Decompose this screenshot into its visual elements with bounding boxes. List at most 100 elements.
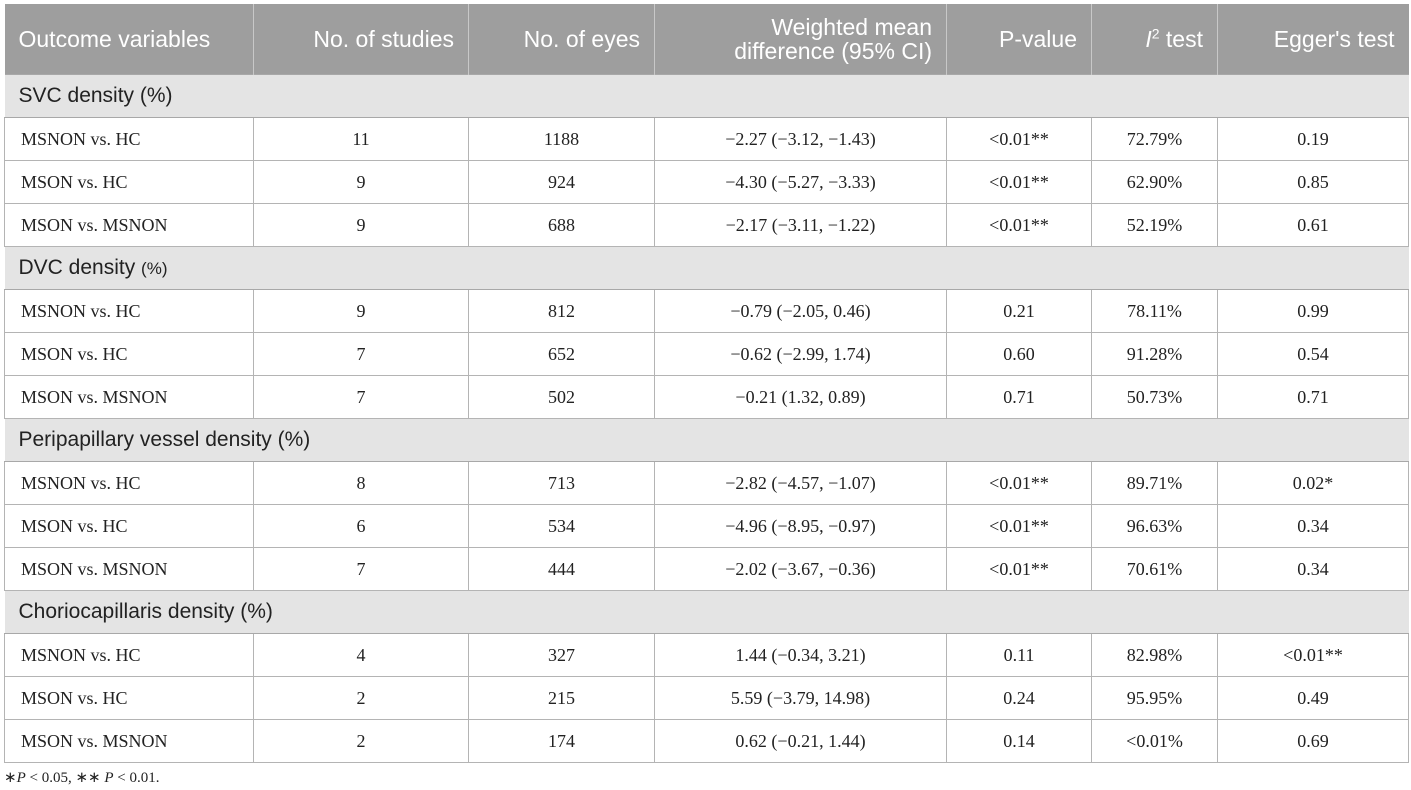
cell-eyes: 812 (468, 289, 655, 333)
section-peripapillary: Peripapillary vessel density (%) (4, 418, 1409, 462)
cell-studies: 2 (253, 719, 469, 763)
cell-comparison: MSON vs. MSNON (4, 375, 254, 419)
cell-egger: 0.61 (1217, 203, 1409, 247)
section-svc: SVC density (%) (4, 74, 1409, 118)
header-wmd: Weighted mean difference (95% CI) (654, 4, 947, 75)
table-row: MSON vs. MSNON 7 502 −0.21 (1.32, 0.89) … (4, 375, 1409, 419)
cell-pvalue: 0.24 (946, 676, 1092, 720)
table-row: MSON vs. HC 7 652 −0.62 (−2.99, 1.74) 0.… (4, 332, 1409, 376)
table-row: MSNON vs. HC 11 1188 −2.27 (−3.12, −1.43… (4, 117, 1409, 161)
cell-eyes: 502 (468, 375, 655, 419)
cell-studies: 2 (253, 676, 469, 720)
cell-i2: 96.63% (1091, 504, 1218, 548)
cell-studies: 7 (253, 375, 469, 419)
cell-studies: 11 (253, 117, 469, 161)
section-title: Choriocapillaris density (%) (4, 590, 1409, 634)
cell-pvalue: 0.11 (946, 633, 1092, 677)
header-wmd-line2: difference (95% CI) (734, 38, 932, 64)
cell-comparison: MSON vs. HC (4, 504, 254, 548)
cell-pvalue: <0.01** (946, 117, 1092, 161)
cell-egger: 0.49 (1217, 676, 1409, 720)
cell-comparison: MSNON vs. HC (4, 461, 254, 505)
cell-i2: <0.01% (1091, 719, 1218, 763)
header-row: Outcome variables No. of studies No. of … (4, 4, 1409, 75)
cell-pvalue: <0.01** (946, 504, 1092, 548)
cell-eyes: 924 (468, 160, 655, 204)
cell-eyes: 688 (468, 203, 655, 247)
cell-studies: 7 (253, 547, 469, 591)
footnote-star-double: ∗∗ (75, 770, 101, 786)
header-i2-sup: 2 (1151, 25, 1160, 42)
cell-egger: 0.02* (1217, 461, 1409, 505)
cell-i2: 52.19% (1091, 203, 1218, 247)
cell-comparison: MSON vs. MSNON (4, 203, 254, 247)
footnote-threshold-005: < 0.05, (25, 770, 76, 786)
section-dvc: DVC density (%) (4, 246, 1409, 290)
cell-egger: 0.85 (1217, 160, 1409, 204)
cell-studies: 7 (253, 332, 469, 376)
significance-footnote: ∗P < 0.05, ∗∗ P < 0.01. (4, 768, 160, 787)
cell-eyes: 1188 (468, 117, 655, 161)
cell-eyes: 327 (468, 633, 655, 677)
header-studies: No. of studies (253, 4, 469, 75)
cell-i2: 50.73% (1091, 375, 1218, 419)
cell-pvalue: 0.21 (946, 289, 1092, 333)
cell-egger: 0.19 (1217, 117, 1409, 161)
cell-egger: 0.71 (1217, 375, 1409, 419)
cell-studies: 8 (253, 461, 469, 505)
cell-wmd: −2.27 (−3.12, −1.43) (654, 117, 947, 161)
header-i2-suffix: test (1159, 26, 1203, 52)
cell-wmd: −4.30 (−5.27, −3.33) (654, 160, 947, 204)
header-eyes: No. of eyes (468, 4, 655, 75)
footnote-star-single: ∗ (4, 770, 17, 786)
cell-comparison: MSNON vs. HC (4, 633, 254, 677)
header-i2-letter: I (1145, 26, 1152, 52)
table-row: MSNON vs. HC 4 327 1.44 (−0.34, 3.21) 0.… (4, 633, 1409, 677)
header-i2: I2 test (1091, 4, 1218, 75)
cell-wmd: −0.62 (−2.99, 1.74) (654, 332, 947, 376)
section-title-unit: (%) (141, 259, 168, 278)
table-row: MSON vs. MSNON 7 444 −2.02 (−3.67, −0.36… (4, 547, 1409, 591)
cell-egger: 0.34 (1217, 547, 1409, 591)
cell-comparison: MSNON vs. HC (4, 117, 254, 161)
footnote-threshold-001: < 0.01. (113, 770, 160, 786)
cell-pvalue: <0.01** (946, 547, 1092, 591)
section-title-main: DVC density (18, 256, 142, 279)
table-row: MSON vs. HC 9 924 −4.30 (−5.27, −3.33) <… (4, 160, 1409, 204)
section-choriocapillaris: Choriocapillaris density (%) (4, 590, 1409, 634)
cell-i2: 82.98% (1091, 633, 1218, 677)
cell-pvalue: 0.14 (946, 719, 1092, 763)
cell-egger: 0.54 (1217, 332, 1409, 376)
cell-i2: 89.71% (1091, 461, 1218, 505)
cell-eyes: 652 (468, 332, 655, 376)
cell-pvalue: <0.01** (946, 203, 1092, 247)
cell-comparison: MSON vs. MSNON (4, 719, 254, 763)
cell-comparison: MSNON vs. HC (4, 289, 254, 333)
cell-wmd: 0.62 (−0.21, 1.44) (654, 719, 947, 763)
section-title: Peripapillary vessel density (%) (4, 418, 1409, 462)
section-title: DVC density (%) (4, 246, 1409, 290)
table-row: MSON vs. MSNON 2 174 0.62 (−0.21, 1.44) … (4, 719, 1409, 763)
cell-studies: 9 (253, 203, 469, 247)
cell-eyes: 174 (468, 719, 655, 763)
footnote-p-symbol: P (100, 770, 114, 786)
cell-wmd: −2.17 (−3.11, −1.22) (654, 203, 947, 247)
cell-studies: 4 (253, 633, 469, 677)
cell-pvalue: 0.60 (946, 332, 1092, 376)
cell-comparison: MSON vs. HC (4, 160, 254, 204)
header-outcome: Outcome variables (4, 4, 254, 75)
cell-comparison: MSON vs. HC (4, 332, 254, 376)
cell-comparison: MSON vs. MSNON (4, 547, 254, 591)
cell-egger: <0.01** (1217, 633, 1409, 677)
cell-eyes: 713 (468, 461, 655, 505)
cell-pvalue: <0.01** (946, 461, 1092, 505)
results-table-container: Outcome variables No. of studies No. of … (4, 4, 1409, 763)
cell-studies: 9 (253, 289, 469, 333)
cell-pvalue: 0.71 (946, 375, 1092, 419)
cell-wmd: −0.79 (−2.05, 0.46) (654, 289, 947, 333)
cell-wmd: 5.59 (−3.79, 14.98) (654, 676, 947, 720)
cell-i2: 72.79% (1091, 117, 1218, 161)
cell-eyes: 444 (468, 547, 655, 591)
header-pvalue: P-value (946, 4, 1092, 75)
cell-eyes: 215 (468, 676, 655, 720)
